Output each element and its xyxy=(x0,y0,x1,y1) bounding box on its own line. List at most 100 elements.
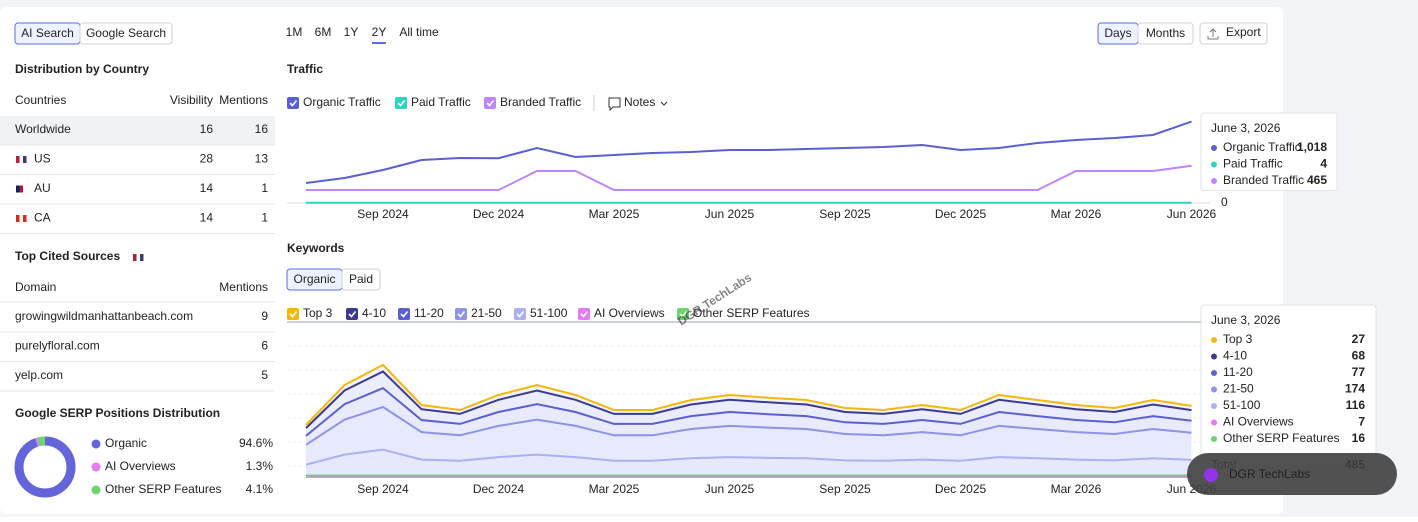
tooltip-label: 11-20 xyxy=(1223,365,1253,379)
period[interactable]: All time xyxy=(399,25,439,39)
badge-dot xyxy=(1204,468,1218,482)
legend-label[interactable]: 11-20 xyxy=(414,306,444,320)
period[interactable]: 6M xyxy=(315,25,332,39)
checkbox[interactable] xyxy=(287,308,299,320)
legend-label[interactable]: Paid Traffic xyxy=(411,95,471,109)
legend-dot xyxy=(91,439,101,449)
checkbox[interactable] xyxy=(578,308,590,320)
tooltip-dot xyxy=(1211,161,1217,168)
tooltip-dot xyxy=(1211,436,1217,442)
mentions[interactable]: 6 xyxy=(261,339,268,353)
checkbox[interactable] xyxy=(398,308,410,320)
tooltip-dot xyxy=(1211,353,1217,360)
y-tick-label: 0 xyxy=(1221,195,1228,209)
flag xyxy=(136,254,140,261)
x-tick-label: Mar 2025 xyxy=(589,482,640,496)
traffic-line xyxy=(305,120,1192,184)
tooltip-dot xyxy=(1211,178,1217,184)
x-tick-label: Sep 2024 xyxy=(357,207,409,221)
tab-label[interactable]: Paid xyxy=(349,272,373,286)
legend-dot xyxy=(91,462,101,472)
legend-label[interactable]: Top 3 xyxy=(303,306,333,320)
x-tick-label: Jun 2026 xyxy=(1167,207,1217,221)
tab-label[interactable]: AI Search xyxy=(21,26,74,40)
row-highlight xyxy=(0,116,275,145)
checkmark xyxy=(289,311,298,318)
flag xyxy=(23,156,27,163)
period[interactable]: 1M xyxy=(286,25,303,39)
checkbox[interactable] xyxy=(677,308,689,320)
domain[interactable]: growingwildmanhattanbeach.com xyxy=(15,309,193,323)
legend-label[interactable]: Other SERP Features xyxy=(693,306,810,320)
x-tick-label: Dec 2025 xyxy=(935,207,987,221)
checkbox[interactable] xyxy=(395,97,407,109)
tooltip-label: AI Overviews xyxy=(1223,415,1294,429)
checkmark xyxy=(516,311,525,318)
domain[interactable]: yelp.com xyxy=(15,368,63,382)
view-label[interactable]: Days xyxy=(1104,26,1131,40)
tooltip-date: June 3, 2026 xyxy=(1211,313,1281,327)
x-tick-label: Mar 2026 xyxy=(1051,207,1102,221)
mentions[interactable]: 1 xyxy=(261,181,268,195)
notes-button[interactable]: Notes xyxy=(624,95,655,109)
tab[interactable] xyxy=(341,268,381,291)
checkbox[interactable] xyxy=(514,308,526,320)
period[interactable]: 1Y xyxy=(344,25,359,39)
x-tick-label: Jun 2025 xyxy=(705,207,755,221)
legend-label: AI Overviews xyxy=(105,459,176,473)
column-header: Mentions xyxy=(219,280,268,294)
legend-label[interactable]: 21-50 xyxy=(471,306,502,320)
mentions[interactable]: 16 xyxy=(255,122,269,136)
x-tick-label: Mar 2026 xyxy=(1051,482,1102,496)
export-label[interactable]: Export xyxy=(1226,25,1261,39)
mentions[interactable]: 5 xyxy=(261,368,268,382)
notes-icon xyxy=(608,97,621,112)
flag xyxy=(16,215,20,222)
checkmark xyxy=(679,311,688,318)
flag xyxy=(140,254,144,261)
column-header: Mentions xyxy=(219,93,268,107)
period[interactable]: 2Y xyxy=(372,25,387,39)
tab-label[interactable]: Organic xyxy=(293,272,335,286)
country-name: AU xyxy=(34,181,51,195)
keyword-line xyxy=(305,363,1192,426)
flag xyxy=(19,215,23,222)
mentions[interactable]: 13 xyxy=(255,152,269,166)
legend-value: 94.6% xyxy=(239,436,273,450)
tooltip-dot xyxy=(1211,145,1217,151)
checkbox[interactable] xyxy=(346,308,358,320)
flag xyxy=(23,215,27,222)
checkbox[interactable] xyxy=(455,308,467,320)
domain[interactable]: purelyfloral.com xyxy=(15,339,100,353)
tooltip-dot xyxy=(1211,419,1217,426)
country-name: Worldwide xyxy=(15,122,71,136)
legend-value: 4.1% xyxy=(246,482,274,496)
keyword-line xyxy=(305,448,1192,466)
column-header: Domain xyxy=(15,280,56,294)
legend-label[interactable]: 4-10 xyxy=(362,306,386,320)
chevron xyxy=(660,101,668,106)
legend-label[interactable]: Organic Traffic xyxy=(303,95,381,109)
checkmark xyxy=(457,311,466,318)
tab[interactable] xyxy=(79,22,173,45)
legend-label[interactable]: 51-100 xyxy=(530,306,568,320)
legend-label[interactable]: Branded Traffic xyxy=(500,95,581,109)
x-tick-label: Dec 2025 xyxy=(935,482,987,496)
tooltip-dot xyxy=(1211,370,1217,376)
period-underline xyxy=(372,42,386,44)
x-tick-label: Sep 2024 xyxy=(357,482,409,496)
tooltip xyxy=(1200,112,1338,191)
tooltip-label: 4-10 xyxy=(1223,349,1247,363)
tab-label[interactable]: Google Search xyxy=(86,26,166,40)
x-tick-label: Mar 2025 xyxy=(589,207,640,221)
visibility: 14 xyxy=(200,211,214,225)
view-toggle[interactable] xyxy=(1137,22,1194,45)
checkbox[interactable] xyxy=(287,97,299,109)
mentions[interactable]: 9 xyxy=(261,309,268,323)
checkbox[interactable] xyxy=(484,97,496,109)
mentions[interactable]: 1 xyxy=(261,211,268,225)
legend-label[interactable]: AI Overviews xyxy=(594,306,665,320)
view-label[interactable]: Months xyxy=(1146,26,1185,40)
